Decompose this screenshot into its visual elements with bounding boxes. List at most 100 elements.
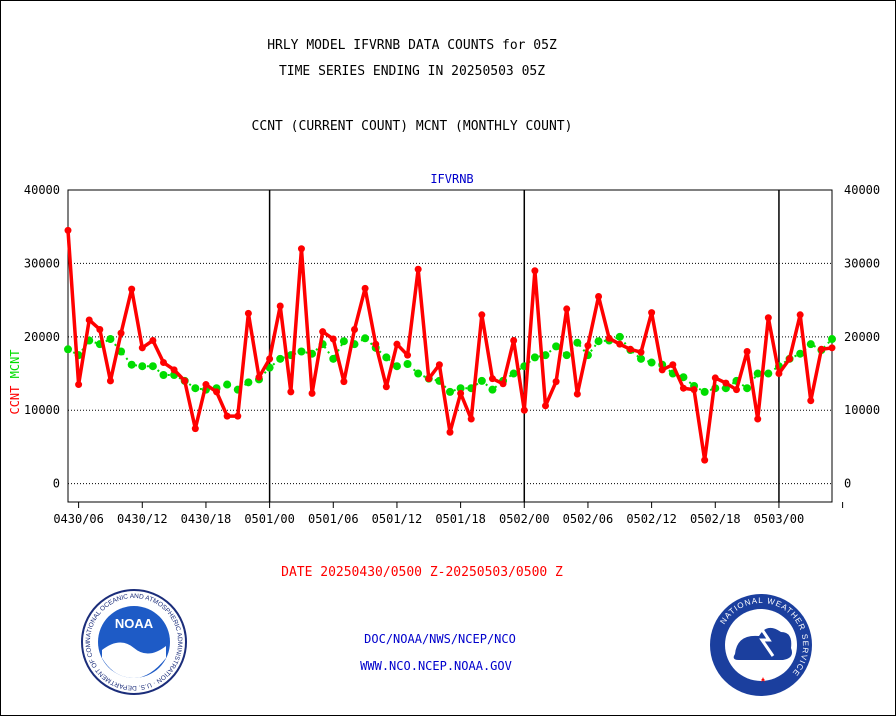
data-point-mcnt — [138, 362, 147, 371]
data-point-mcnt — [552, 342, 561, 351]
y-tick-label-right: 30000 — [844, 256, 880, 270]
data-point-ccnt — [711, 374, 719, 382]
data-point-ccnt — [276, 302, 284, 310]
y-axis-label-part: MCNT — [8, 349, 22, 385]
data-point-ccnt — [308, 389, 316, 397]
x-tick-label: 0430/18 — [181, 512, 232, 526]
data-point-ccnt — [149, 336, 157, 344]
plot-title: IFVRNB — [430, 172, 473, 186]
x-tick-label: 0502/12 — [626, 512, 677, 526]
data-point-ccnt — [64, 226, 72, 234]
y-tick-label-left: 0 — [53, 477, 60, 491]
time-series-chart: 0 0 10000 10000 20000 20000 30000 30000 40000 400… — [8, 172, 880, 526]
data-point-mcnt — [509, 369, 518, 378]
data-point-ccnt — [552, 378, 560, 386]
data-point-ccnt — [690, 386, 698, 394]
data-point-ccnt — [414, 265, 422, 273]
data-point-ccnt — [595, 292, 603, 300]
x-tick-label: 0430/06 — [53, 512, 104, 526]
data-point-mcnt — [573, 338, 582, 347]
data-point-ccnt — [488, 375, 496, 383]
data-point-ccnt — [817, 345, 825, 353]
data-point-mcnt — [276, 354, 285, 363]
data-point-mcnt — [615, 332, 624, 341]
data-point-mcnt — [700, 387, 709, 396]
data-point-ccnt — [96, 325, 104, 333]
y-tick-label-right: 10000 — [844, 403, 880, 417]
x-tick-label: 0503/00 — [754, 512, 805, 526]
data-point-ccnt — [828, 344, 836, 352]
data-point-mcnt — [382, 353, 391, 362]
data-point-ccnt — [563, 305, 571, 313]
data-point-mcnt — [828, 335, 836, 344]
data-point-mcnt — [392, 362, 401, 371]
chart-title-line1: HRLY MODEL IFVRNB DATA COUNTS for 05Z — [267, 38, 557, 53]
data-point-mcnt — [764, 369, 773, 378]
data-point-ccnt — [138, 344, 146, 352]
data-point-ccnt — [754, 415, 762, 423]
x-tick-label: 0501/00 — [244, 512, 295, 526]
data-point-ccnt — [435, 361, 443, 369]
data-point-ccnt — [329, 335, 337, 343]
y-tick-label-right: 0 — [844, 477, 851, 491]
data-point-mcnt — [414, 369, 423, 378]
series-layer — [64, 226, 836, 464]
data-point-ccnt — [573, 390, 581, 398]
data-point-mcnt — [806, 340, 815, 349]
data-point-ccnt — [319, 328, 327, 336]
data-point-ccnt — [658, 366, 666, 374]
data-point-mcnt — [244, 378, 253, 387]
data-point-mcnt — [339, 337, 348, 346]
data-point-ccnt — [382, 383, 390, 391]
data-point-mcnt — [796, 349, 805, 358]
data-point-ccnt — [701, 456, 709, 464]
url-link[interactable]: WWW.NCO.NCEP.NOAA.GOV — [360, 659, 512, 673]
data-point-ccnt — [223, 412, 231, 420]
series-mcnt — [64, 332, 836, 396]
data-point-ccnt — [361, 284, 369, 292]
data-point-ccnt — [255, 373, 263, 381]
data-point-mcnt — [223, 380, 232, 389]
y-tick-label-left: 10000 — [24, 403, 60, 417]
x-tick-label: 0502/00 — [499, 512, 550, 526]
y-tick-label-left: 30000 — [24, 256, 60, 270]
data-point-mcnt — [297, 347, 306, 356]
data-point-ccnt — [542, 402, 549, 410]
data-point-mcnt — [106, 335, 115, 344]
data-point-ccnt — [499, 380, 507, 388]
data-point-mcnt — [159, 370, 168, 379]
data-point-ccnt — [457, 389, 465, 397]
data-point-mcnt — [530, 353, 539, 362]
data-point-ccnt — [796, 311, 804, 319]
data-point-ccnt — [510, 336, 518, 344]
data-point-mcnt — [753, 369, 762, 378]
data-point-mcnt — [361, 334, 370, 343]
data-point-mcnt — [488, 385, 497, 394]
data-point-ccnt — [160, 359, 167, 367]
noaa-logo: NOAA NATIONAL OCEANIC AND ATMOSPHERIC AD… — [80, 588, 187, 695]
data-point-ccnt — [722, 379, 730, 387]
data-point-ccnt — [531, 267, 539, 275]
x-tick-label: 0501/18 — [435, 512, 486, 526]
x-tick-label: 0501/06 — [308, 512, 359, 526]
data-point-mcnt — [64, 345, 72, 354]
data-point-ccnt — [213, 388, 221, 396]
data-point-ccnt — [425, 375, 433, 383]
noaa-logo-text: NOAA — [115, 616, 154, 631]
data-point-ccnt — [372, 340, 380, 348]
x-tick-label: 0430/12 — [117, 512, 168, 526]
data-point-ccnt — [297, 245, 305, 253]
data-point-ccnt — [340, 378, 348, 386]
grid-lines — [68, 262, 832, 485]
data-point-ccnt — [743, 348, 751, 356]
org-label: DOC/NOAA/NWS/NCEP/NCO — [364, 632, 516, 646]
data-point-mcnt — [637, 354, 645, 363]
data-point-ccnt — [404, 351, 412, 359]
data-point-ccnt — [669, 361, 677, 369]
data-point-ccnt — [775, 370, 783, 378]
data-point-ccnt — [75, 381, 83, 389]
data-point-ccnt — [191, 425, 199, 433]
data-point-ccnt — [520, 406, 528, 414]
data-point-mcnt — [743, 384, 752, 393]
data-point-ccnt — [128, 285, 136, 293]
